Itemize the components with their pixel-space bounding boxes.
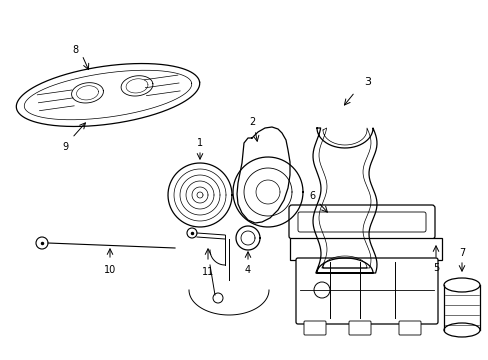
Text: 6: 6 bbox=[308, 191, 314, 201]
Ellipse shape bbox=[443, 323, 479, 337]
Circle shape bbox=[213, 293, 223, 303]
Text: 3: 3 bbox=[364, 77, 371, 87]
FancyBboxPatch shape bbox=[304, 321, 325, 335]
Text: 1: 1 bbox=[197, 138, 203, 148]
FancyBboxPatch shape bbox=[348, 321, 370, 335]
FancyBboxPatch shape bbox=[295, 258, 437, 324]
Circle shape bbox=[313, 282, 329, 298]
Ellipse shape bbox=[443, 278, 479, 292]
FancyBboxPatch shape bbox=[288, 205, 434, 239]
Circle shape bbox=[186, 228, 197, 238]
Text: 9: 9 bbox=[62, 142, 68, 152]
Text: 5: 5 bbox=[432, 263, 438, 273]
Text: 4: 4 bbox=[244, 265, 250, 275]
Text: 11: 11 bbox=[202, 267, 214, 277]
Text: 7: 7 bbox=[458, 248, 464, 258]
Text: 8: 8 bbox=[72, 45, 78, 55]
Text: 2: 2 bbox=[248, 117, 255, 127]
FancyBboxPatch shape bbox=[297, 212, 425, 232]
FancyBboxPatch shape bbox=[289, 238, 441, 260]
FancyBboxPatch shape bbox=[398, 321, 420, 335]
Text: 10: 10 bbox=[103, 265, 116, 275]
Circle shape bbox=[36, 237, 48, 249]
